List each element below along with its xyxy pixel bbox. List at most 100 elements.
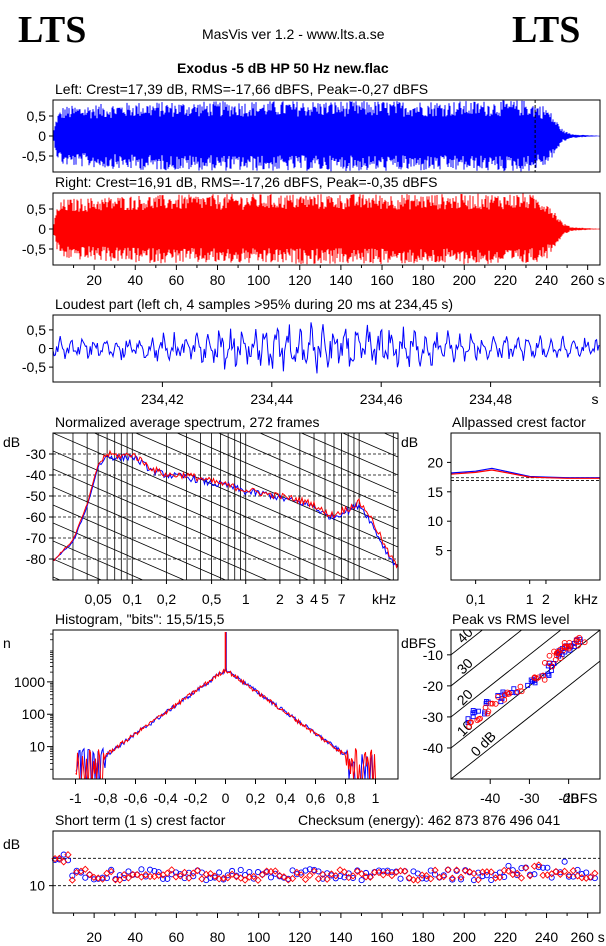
spectrum-series-right <box>53 449 398 569</box>
spectrum-slope-line <box>217 433 398 512</box>
short-crest-point <box>548 874 555 881</box>
spectrum-title: Normalized average spectrum, 272 frames <box>55 414 320 430</box>
short-crest-point <box>288 874 297 883</box>
short-crest-point <box>578 874 586 882</box>
short-crest-point <box>323 875 331 883</box>
short-crest-point <box>90 873 98 881</box>
short-crest-series-right <box>51 851 599 884</box>
short-crest-point <box>500 866 508 875</box>
short-crest-point <box>138 866 145 873</box>
pvr-point <box>552 656 559 663</box>
pvr-point <box>549 663 556 670</box>
short-crest-point <box>362 873 370 881</box>
pvr-point <box>557 646 563 653</box>
pvr-point <box>475 708 481 714</box>
short_term_crest-ytick-label: 10 <box>29 878 45 894</box>
short-crest-point <box>124 874 133 882</box>
allpassed_crest-ylabel: dB <box>401 434 418 450</box>
pvr-point <box>513 690 519 696</box>
short-crest-point <box>271 867 279 875</box>
right_waveform-ytick-label: 0,5 <box>27 201 47 217</box>
short-crest-point <box>55 854 64 863</box>
short-crest-point <box>349 872 357 880</box>
short-crest-point <box>258 871 266 879</box>
short-crest-point <box>518 865 525 872</box>
short-crest-point <box>448 874 456 882</box>
spectrum-slope-line <box>53 540 144 580</box>
spectrum-xtick-label: 1 <box>242 591 250 607</box>
pvr-diagonal-label: 30 <box>454 655 476 677</box>
short-crest-point <box>125 868 132 875</box>
allpassed_crest-xtick-label: 2 <box>542 591 550 607</box>
loudest_part-xtick-label: s <box>592 391 599 407</box>
spectrum-slope-line <box>300 433 398 476</box>
spectrum-ylabel: dB <box>3 434 20 450</box>
spectrum-ytick-label: -80 <box>26 551 46 567</box>
pvr-diagonal-label: 0 dB <box>467 728 499 760</box>
short-crest-point <box>573 872 582 880</box>
loudest_part-ytick-label: 0,5 <box>27 322 47 338</box>
short-crest-point <box>94 874 102 882</box>
loudest_part-line <box>52 322 600 374</box>
logo-left: LTS <box>18 9 87 51</box>
short-crest-point <box>501 873 508 881</box>
histogram-xtick-label: 1 <box>372 790 380 806</box>
allpassed_crest-title: Allpassed crest factor <box>452 414 586 430</box>
allpassed_crest-ytick-label: 15 <box>427 484 443 500</box>
short-crest-point <box>423 875 430 882</box>
right_waveform-signal <box>53 193 600 265</box>
spectrum-xtick-label: 5 <box>321 591 329 607</box>
short-crest-point <box>319 870 327 879</box>
short-crest-point <box>487 868 495 876</box>
pvr-point <box>474 717 481 724</box>
short-crest-point <box>396 867 405 875</box>
short-crest-point <box>474 876 482 884</box>
spectrum-slope-line <box>53 486 268 580</box>
short-crest-point <box>483 872 490 879</box>
short-crest-point <box>440 872 448 881</box>
pvr-diagonal <box>451 660 600 779</box>
pvr-point <box>508 690 514 695</box>
short-crest-point <box>228 870 236 878</box>
short-crest-point <box>449 876 456 883</box>
short_term_crest-xtick-label: 80 <box>210 929 226 945</box>
short-crest-point <box>388 871 396 880</box>
short-crest-point <box>517 874 526 882</box>
short_term_crest-xtick-label: 100 <box>247 929 271 945</box>
short-crest-point <box>237 866 244 873</box>
pvr-point <box>566 639 573 646</box>
short-crest-point <box>133 871 141 879</box>
short-crest-point <box>224 874 232 882</box>
pvr-diagonal-label: 20 <box>454 686 476 708</box>
pvr-point <box>487 700 494 707</box>
right_waveform-ytick-label: 0 <box>38 221 46 237</box>
short_term_crest-xtick-label: 220 <box>494 929 518 945</box>
spectrum-xtick-label: 0,1 <box>123 591 143 607</box>
short-crest-point <box>275 871 284 880</box>
short-crest-point <box>198 875 206 883</box>
loudest_part-title: Loudest part (left ch, 4 samples >95% du… <box>55 296 453 312</box>
short-crest-point <box>514 872 521 879</box>
spectrum-xunit: kHz <box>372 591 396 607</box>
allpassed_crest-xtick-label: 0,1 <box>466 591 486 607</box>
short-crest-point <box>121 874 128 882</box>
short_term_crest-xtick-label: 240 <box>535 929 559 945</box>
short-crest-point <box>470 877 477 884</box>
pvr-point <box>485 708 492 715</box>
short-crest-point <box>107 867 115 876</box>
pvr-point <box>575 639 581 645</box>
short-crest-point <box>470 869 478 878</box>
spectrum-grid <box>53 433 398 580</box>
histogram-xtick-label: 0,2 <box>246 790 266 806</box>
short-crest-point <box>556 870 564 878</box>
loudest_part-xtick-label: 234,42 <box>141 391 184 407</box>
pvr-point <box>550 661 556 666</box>
short-crest-point <box>81 865 89 873</box>
short-crest-point <box>142 871 150 879</box>
peak_vs_rms-frame <box>450 629 601 780</box>
spectrum-slope-line <box>93 433 398 566</box>
short-crest-point <box>68 876 76 884</box>
pvr-point <box>511 686 517 692</box>
right_waveform-title: Right: Crest=16,91 dB, RMS=-17,26 dBFS, … <box>55 174 437 190</box>
short-crest-point <box>535 861 543 869</box>
